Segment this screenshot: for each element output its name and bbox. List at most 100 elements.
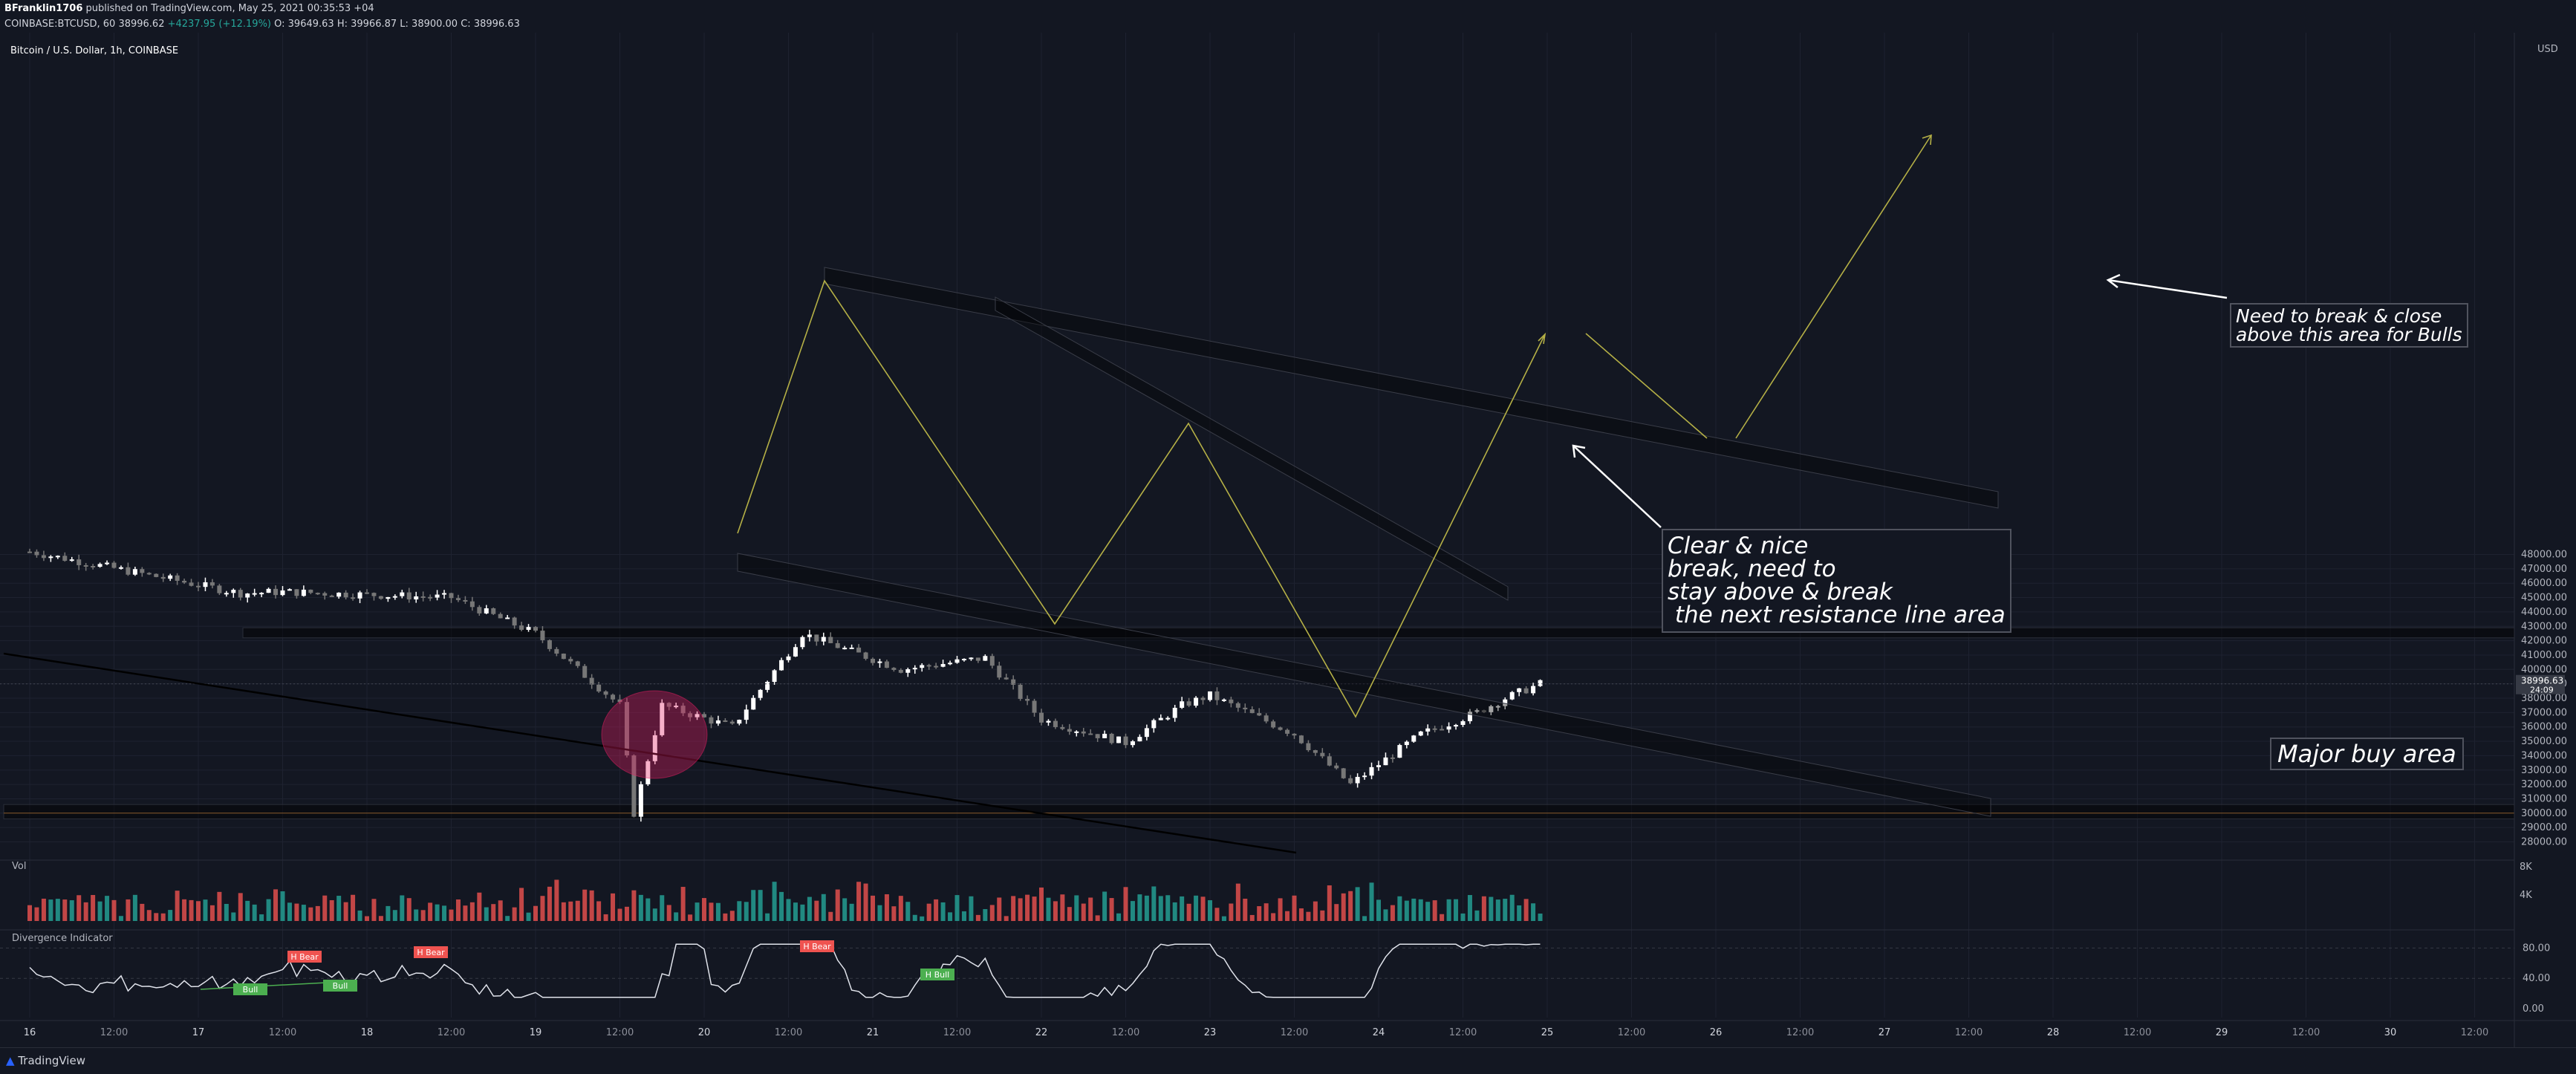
break-note[interactable]: Clear & nice break, need to stay above &… (1662, 529, 2011, 633)
brand-label: TradingView (18, 1054, 85, 1067)
candle-body (898, 669, 903, 673)
candle-body (428, 596, 433, 599)
candle-body (1088, 733, 1093, 735)
publish-line: BFranklin1706 published on TradingView.c… (4, 3, 374, 14)
candle-body (589, 677, 594, 685)
volume-bar (1123, 887, 1128, 921)
volume-bar (596, 901, 602, 921)
candle-body (182, 580, 187, 583)
volume-bar (209, 905, 215, 921)
candle-body (1271, 721, 1276, 728)
candle-body (414, 596, 419, 600)
volume-bar (842, 898, 848, 921)
volume-bar (392, 910, 397, 921)
divergence-tag (800, 940, 834, 952)
time-tick-label: 12:00 (269, 1027, 296, 1038)
volume-bar (554, 879, 559, 921)
candle-body (168, 575, 173, 579)
volume-bar (34, 907, 39, 921)
candle-body (1446, 726, 1451, 730)
candle-body (238, 590, 243, 598)
current-price-label: 38996.63 (2521, 676, 2563, 686)
candle-body (62, 556, 68, 562)
time-tick-label: 12:00 (1112, 1027, 1139, 1038)
candle-body (561, 654, 566, 660)
volume-bar (575, 900, 580, 921)
time-tick-label: 24 (1373, 1027, 1385, 1038)
volume-bar (744, 902, 749, 921)
time-tick-label: 26 (1710, 1027, 1723, 1038)
volume-bar (617, 908, 622, 921)
close-value: C: 38996.63 (461, 19, 520, 30)
channel-upper (824, 267, 1999, 509)
price-tick-label: 29000.00 (2521, 822, 2567, 833)
volume-bar (1186, 903, 1191, 921)
candle-body (386, 596, 391, 599)
candle-body (105, 562, 110, 564)
candle-body (1243, 707, 1248, 709)
candle-body (835, 642, 840, 648)
candle-body (55, 556, 60, 558)
resistance-note[interactable]: Need to break & close above this area fo… (2230, 303, 2468, 348)
candle-body (863, 652, 868, 659)
volume-bar (111, 899, 117, 921)
volume-bar (1004, 916, 1009, 921)
author-name[interactable]: BFranklin1706 (4, 3, 83, 14)
candle-body (1144, 728, 1149, 738)
candle-body (1053, 720, 1058, 727)
volume-bar (624, 906, 629, 921)
volume-bar (695, 902, 700, 921)
symbol-label: COINBASE:BTCUSD, 60 (4, 19, 116, 30)
divergence-tag-label: Bull (243, 985, 258, 995)
candle-body (856, 647, 862, 653)
candle-body (807, 634, 812, 637)
tradingview-logo[interactable]: ▲ TradingView (6, 1054, 85, 1067)
volume-bar (807, 896, 812, 921)
time-tick-label: 21 (867, 1027, 879, 1038)
volume-bar (287, 902, 292, 921)
candle-body (814, 634, 819, 642)
volume-bar (969, 896, 974, 921)
volume-bar (97, 901, 103, 921)
candle-body (1509, 691, 1515, 700)
high-value: H: 39966.87 (336, 19, 397, 30)
candle-body (231, 590, 236, 593)
candle-body (287, 589, 292, 591)
drawings: Bitcoin / U.S. Dollar, 1h, COINBASE (0, 45, 2514, 854)
volume-bar (526, 912, 531, 921)
candle-body (821, 637, 826, 642)
volume-bar (1200, 896, 1206, 921)
volume-bar (1489, 896, 1494, 921)
candle-body (1292, 733, 1297, 736)
volume-bar (688, 914, 693, 921)
volume-bar (645, 898, 651, 921)
buy-area-note[interactable]: Major buy area (2270, 738, 2464, 770)
volume-bar (1263, 903, 1269, 921)
candle-body (1320, 752, 1325, 757)
candle-body (1102, 733, 1108, 738)
candle-body (582, 665, 588, 678)
volume-bar (1383, 909, 1388, 921)
candle-body (336, 592, 342, 597)
volume-bar (357, 910, 362, 921)
volume-bar (519, 888, 524, 921)
volume-bar (1214, 908, 1220, 921)
publish-info: published on TradingView.com, May 25, 20… (82, 3, 374, 14)
candle-body (469, 601, 475, 608)
volume-bar (1341, 893, 1346, 921)
price-tick-label: 28000.00 (2521, 837, 2567, 848)
time-tick-label: 12:00 (2461, 1027, 2488, 1038)
price-tick-label: 36000.00 (2521, 722, 2567, 733)
candle-body (1018, 685, 1023, 699)
price-axis-unit: USD (2537, 44, 2558, 55)
volume-bar (1285, 911, 1290, 921)
volume-bar (1306, 911, 1311, 921)
price-chart[interactable]: Bitcoin / U.S. Dollar, 1h, COINBASE Vol 8… (0, 33, 2576, 1047)
candle-body (680, 706, 686, 714)
candle-body (828, 637, 833, 643)
candle-body (224, 593, 229, 595)
candle-body (315, 593, 320, 595)
volume-bar (547, 886, 552, 921)
volume-bar (1271, 913, 1276, 921)
divergence-tag (323, 980, 357, 992)
